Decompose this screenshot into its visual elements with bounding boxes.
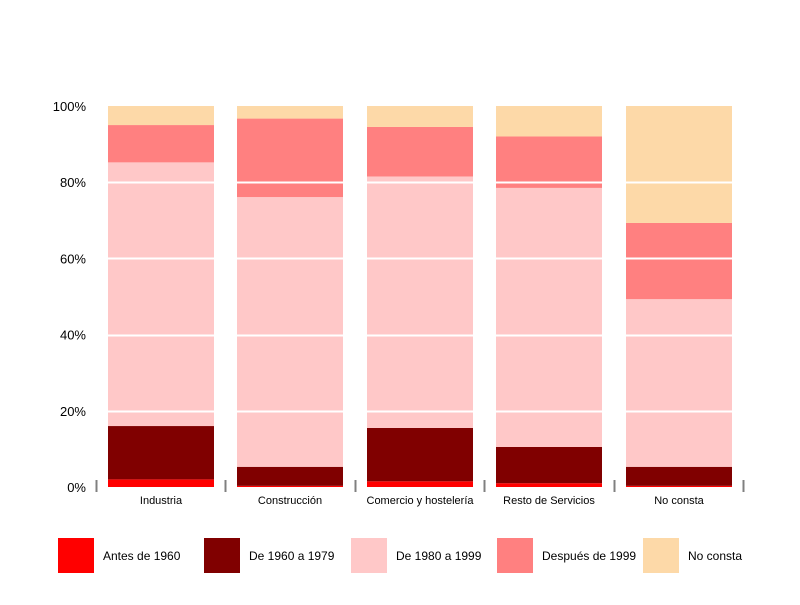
bar-segment <box>237 466 343 486</box>
bar-segments <box>108 106 732 487</box>
bar-segment <box>367 176 473 428</box>
y-tick-label: 100% <box>53 99 87 114</box>
bar-segment <box>237 118 343 198</box>
legend-swatch <box>497 538 533 573</box>
bar-segment <box>108 426 214 480</box>
x-tick-label: Industria <box>140 495 183 507</box>
x-tick-label: Construcción <box>258 495 322 507</box>
bar-segment <box>626 299 732 467</box>
bar-segment <box>108 162 214 427</box>
legend-swatch <box>643 538 679 573</box>
legend-label: Antes de 1960 <box>103 549 181 563</box>
bar-segment <box>626 222 732 300</box>
bar-segment <box>367 126 473 177</box>
x-axis: Industria Construcción Comercio y hosteler… <box>95 480 745 507</box>
bar-segment <box>367 427 473 482</box>
x-tick-label: Comercio y hostelería <box>367 495 475 507</box>
bar-segment <box>626 485 732 487</box>
bar-segment <box>626 106 732 223</box>
bar-segment <box>237 485 343 487</box>
y-tick-label: 40% <box>60 328 86 343</box>
bar-segment <box>626 466 732 486</box>
bar-segment <box>496 106 602 137</box>
y-tick-label: 60% <box>60 251 86 266</box>
bar-segment <box>108 125 214 163</box>
y-axis-labels: 0% 20% 40% 60% 80% 100% <box>53 99 87 495</box>
bar-segment <box>496 136 602 188</box>
legend: Antes de 1960 De 1960 a 1979 De 1980 a 199… <box>58 538 742 573</box>
bar-segment <box>237 197 343 467</box>
x-tick-label: No consta <box>654 495 704 507</box>
legend-swatch <box>58 538 94 573</box>
bar-segment <box>108 479 214 487</box>
legend-label: Después de 1999 <box>542 549 636 563</box>
legend-label: De 1960 a 1979 <box>249 549 335 563</box>
gridlines <box>95 181 745 413</box>
legend-label: De 1980 a 1999 <box>396 549 482 563</box>
legend-swatch <box>204 538 240 573</box>
bar-segment <box>237 106 343 119</box>
bar-segment <box>367 481 473 487</box>
y-tick-label: 80% <box>60 175 86 190</box>
bar-segment <box>496 187 602 447</box>
y-tick-label: 0% <box>67 480 86 495</box>
legend-label: No consta <box>688 549 742 563</box>
x-tick-label: Resto de Servicios <box>503 495 595 507</box>
bar-segment <box>496 483 602 487</box>
y-tick-label: 20% <box>60 404 86 419</box>
bar-segment <box>108 106 214 126</box>
bar-segment <box>367 106 473 127</box>
legend-swatch <box>351 538 387 573</box>
bar-segment <box>496 446 602 484</box>
